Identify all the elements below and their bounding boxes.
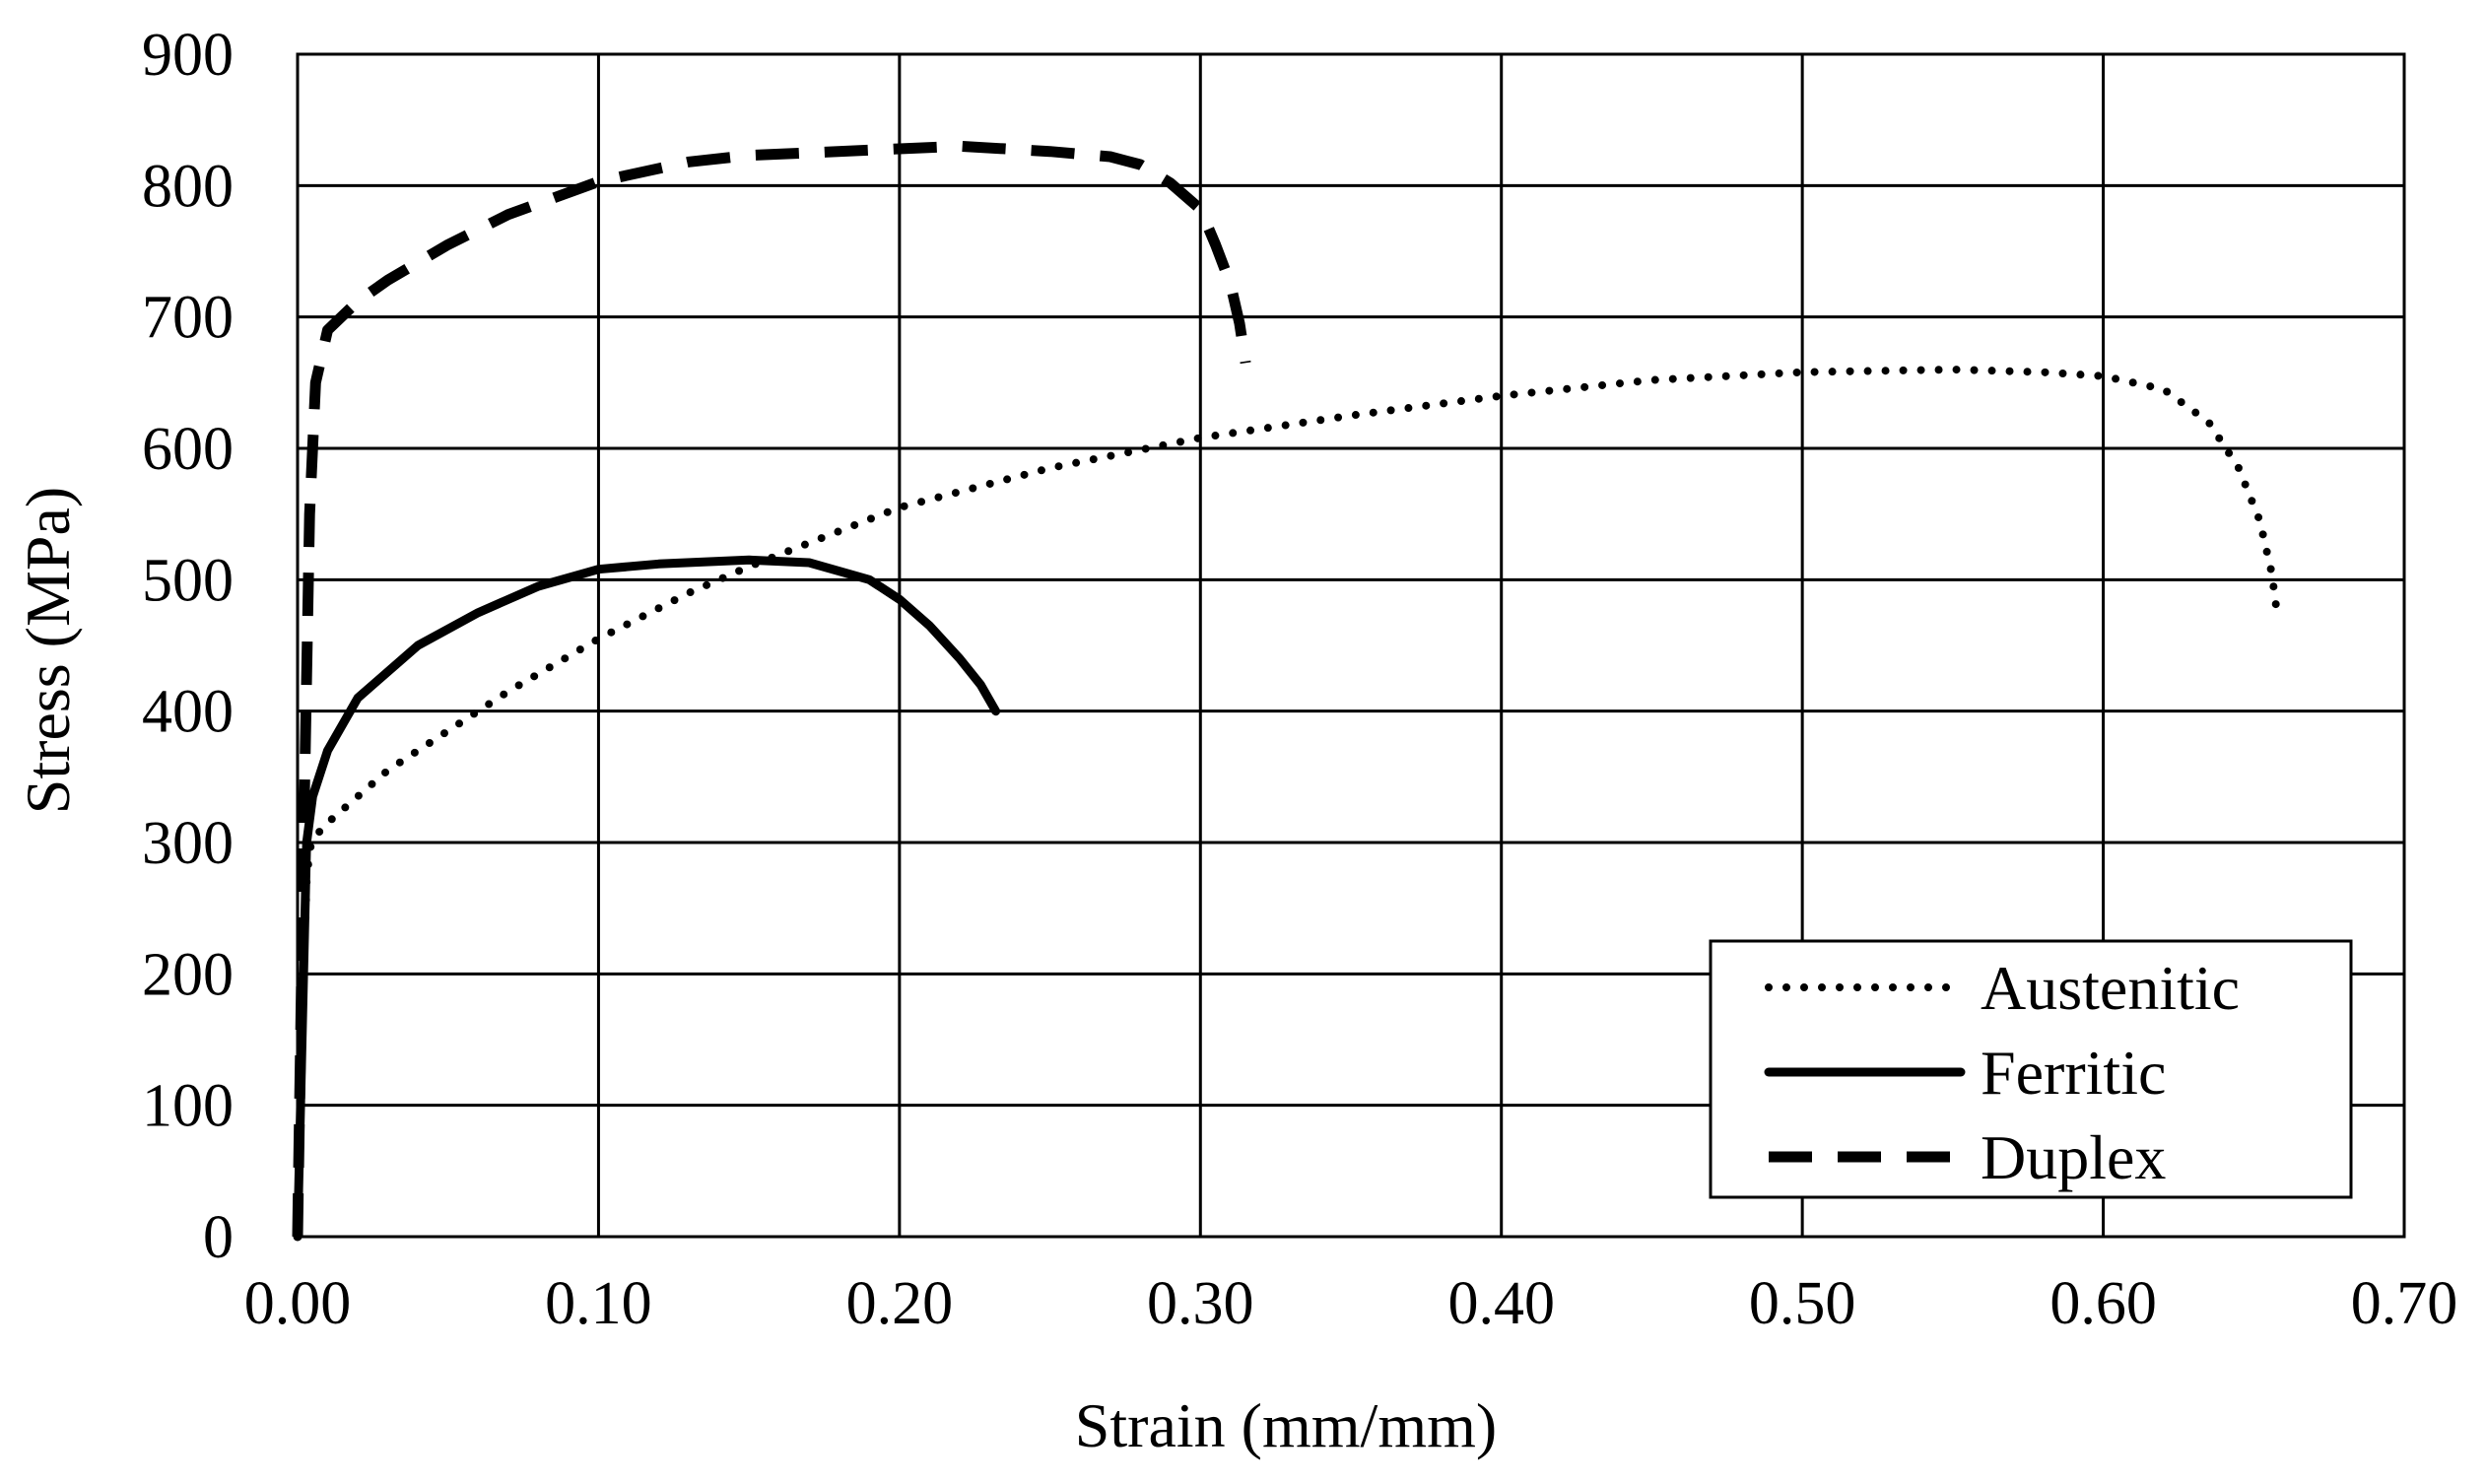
legend-label-duplex: Duplex (1981, 1122, 2166, 1192)
x-tick-label: 0.00 (244, 1270, 352, 1337)
x-tick-label: 0.50 (1749, 1270, 1856, 1337)
x-axis-tick-labels: 0.00 0.10 0.20 0.30 0.40 0.50 0.60 0.70 (244, 1270, 2458, 1337)
plot-area-border (296, 52, 2406, 1239)
x-tick-label: 0.60 (2049, 1270, 2157, 1337)
x-axis-title: Strain (mm/mm) (1075, 1390, 1497, 1460)
y-tick-label: 700 (142, 285, 234, 352)
y-tick-label: 100 (142, 1073, 234, 1140)
x-tick-label: 0.70 (2351, 1270, 2458, 1337)
y-axis-title: Stress (MPa) (13, 487, 83, 814)
y-tick-label: 200 (142, 941, 234, 1008)
y-tick-label: 300 (142, 810, 234, 877)
series-line-austenitic (294, 366, 2282, 1241)
x-tick-label: 0.20 (846, 1270, 954, 1337)
y-tick-label: 400 (142, 679, 234, 746)
y-tick-label: 0 (203, 1204, 234, 1271)
y-axis-tick-labels: 0 100 200 300 400 500 600 700 800 900 (142, 22, 234, 1271)
legend: Austenitic Ferritic Duplex (1709, 939, 2353, 1199)
legend-label-austenitic: Austenitic (1981, 953, 2240, 1023)
series-lines (292, 140, 2282, 1242)
y-tick-label: 800 (142, 153, 234, 220)
y-tick-label: 500 (142, 547, 234, 614)
legend-label-ferritic: Ferritic (1981, 1038, 2166, 1108)
series-line-ferritic (293, 555, 1001, 1242)
y-tick-label: 900 (142, 22, 234, 89)
x-tick-label: 0.10 (545, 1270, 652, 1337)
y-tick-label: 600 (142, 416, 234, 483)
x-tick-label: 0.40 (1447, 1270, 1555, 1337)
x-tick-label: 0.30 (1147, 1270, 1254, 1337)
